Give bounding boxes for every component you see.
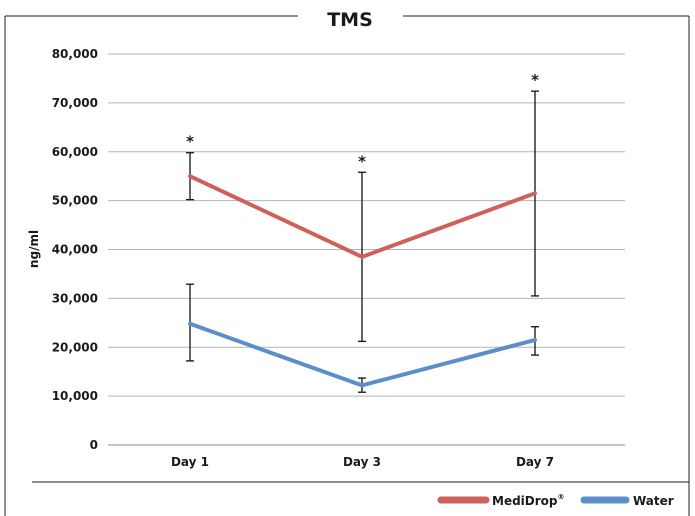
x-tick-label: Day 3	[343, 455, 381, 469]
chart-title: TMS	[327, 9, 373, 31]
series-lines	[188, 174, 537, 388]
significance-marks: * * *	[186, 71, 539, 170]
legend-registered-mark: ®	[558, 493, 565, 501]
series-line-1	[188, 321, 537, 388]
gridlines	[108, 53, 625, 446]
y-tick-label: 10,000	[52, 389, 98, 403]
x-tick-label: Day 1	[171, 455, 209, 469]
series-line-0	[188, 174, 537, 259]
x-tick-labels: Day 1 Day 3 Day 7	[171, 455, 554, 469]
significance-asterisk: *	[358, 152, 366, 170]
y-tick-label: 20,000	[52, 340, 98, 354]
y-tick-label: 70,000	[52, 96, 98, 110]
y-tick-labels: 0 10,000 20,000 30,000 40,000 50,000 60,000 70,…	[52, 47, 98, 452]
legend-label: Water	[633, 494, 674, 508]
y-tick-label: 0	[90, 438, 98, 452]
x-tick-label: Day 7	[516, 455, 554, 469]
legend: MediDrop® Water	[437, 493, 674, 508]
significance-asterisk: *	[186, 133, 194, 151]
legend-label: MediDrop®	[492, 493, 565, 508]
significance-asterisk: *	[531, 71, 539, 89]
y-tick-label: 80,000	[52, 47, 98, 61]
y-tick-label: 50,000	[52, 194, 98, 208]
y-tick-label: 30,000	[52, 291, 98, 305]
y-tick-label: 40,000	[52, 243, 98, 257]
chart-frame	[4, 15, 690, 516]
y-axis-label: ng/ml	[27, 230, 41, 268]
y-tick-label: 60,000	[52, 145, 98, 159]
